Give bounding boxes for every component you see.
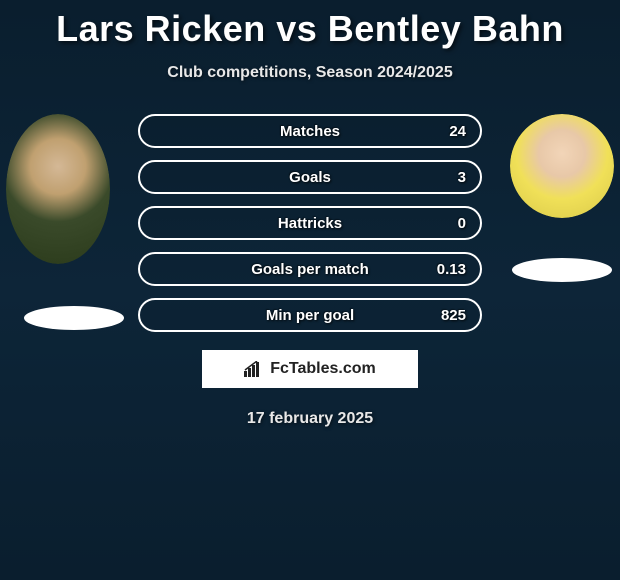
page-title: Lars Ricken vs Bentley Bahn bbox=[0, 0, 620, 50]
stat-value-right: 825 bbox=[441, 307, 466, 324]
stat-value-right: 0 bbox=[458, 215, 466, 232]
avatar-image-left bbox=[6, 114, 110, 264]
brand-text: FcTables.com bbox=[270, 360, 376, 378]
stat-value-right: 3 bbox=[458, 169, 466, 186]
bar-chart-icon bbox=[244, 361, 264, 377]
stat-value-right: 24 bbox=[449, 123, 466, 140]
brand-box[interactable]: FcTables.com bbox=[202, 350, 418, 388]
stat-row: Goals per match 0.13 bbox=[138, 252, 482, 286]
stat-label: Goals bbox=[289, 169, 331, 186]
stat-row: Matches 24 bbox=[138, 114, 482, 148]
stat-value-right: 0.13 bbox=[437, 261, 466, 278]
stat-row: Goals 3 bbox=[138, 160, 482, 194]
content-area: Matches 24 Goals 3 Hattricks 0 Goals per… bbox=[0, 114, 620, 428]
stat-row: Min per goal 825 bbox=[138, 298, 482, 332]
player-left bbox=[6, 114, 124, 330]
stat-label: Min per goal bbox=[266, 307, 354, 324]
avatar-shadow bbox=[24, 306, 124, 330]
stat-label: Hattricks bbox=[278, 215, 342, 232]
subtitle: Club competitions, Season 2024/2025 bbox=[0, 64, 620, 82]
stats-list: Matches 24 Goals 3 Hattricks 0 Goals per… bbox=[138, 114, 482, 332]
stat-row: Hattricks 0 bbox=[138, 206, 482, 240]
avatar-image-right bbox=[510, 114, 614, 218]
avatar-shadow bbox=[512, 258, 612, 282]
date-text: 17 february 2025 bbox=[0, 410, 620, 428]
avatar bbox=[6, 114, 110, 264]
stat-label: Goals per match bbox=[251, 261, 369, 278]
avatar bbox=[510, 114, 614, 218]
player-right bbox=[510, 114, 614, 282]
stat-label: Matches bbox=[280, 123, 340, 140]
